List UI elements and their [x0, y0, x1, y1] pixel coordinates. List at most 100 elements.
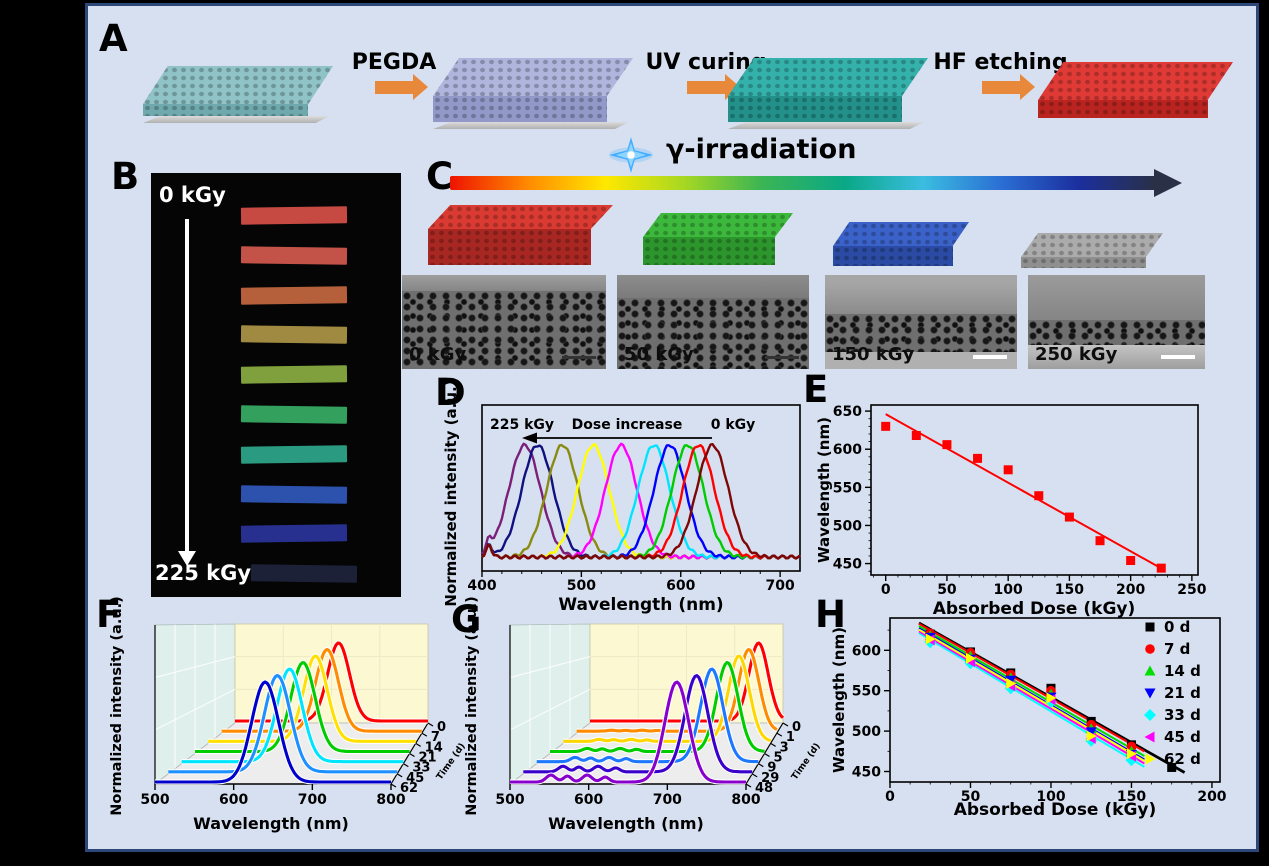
chart-text: 150 — [1055, 582, 1084, 598]
chart-text: Wavelength (nm) — [558, 595, 723, 615]
chart-text: 700 — [298, 792, 327, 808]
data-point — [1144, 665, 1156, 676]
data-point — [1145, 753, 1156, 765]
chart-text: 100 — [1036, 789, 1065, 805]
sample-strip — [240, 445, 348, 464]
chart-text: 45 d — [1164, 728, 1201, 746]
plot-frame — [870, 404, 1199, 576]
structure-front-face — [428, 229, 591, 265]
sem-image-250kgy: 250 kGy — [1028, 275, 1205, 369]
chart-text: 62 d — [1164, 750, 1201, 768]
chart-text: 33 d — [1164, 706, 1201, 724]
sem-surface-layer — [1028, 275, 1205, 321]
panel-c-label: C — [426, 155, 454, 198]
data-point — [1046, 692, 1057, 704]
panel-f-label: F — [96, 593, 122, 636]
sem-dose-label: 150 kGy — [832, 344, 915, 365]
data-point — [1034, 491, 1044, 501]
sem-dose-label: 50 kGy — [624, 344, 694, 365]
sem-surface-layer — [617, 275, 809, 298]
sem-surface-layer — [402, 275, 606, 291]
chart-text: 0 — [885, 789, 895, 805]
waterfall-curve — [208, 654, 416, 743]
slab-top-face — [433, 58, 633, 96]
waterfall-curve — [181, 667, 404, 764]
sem-scale-bar — [765, 356, 799, 359]
chart-text: 500 — [833, 518, 862, 534]
chart-text: 0 d — [1164, 618, 1190, 636]
sample-strip — [240, 285, 348, 305]
process-step-hf-etching: HF etching — [933, 50, 1068, 100]
chart-text: 700 — [653, 792, 682, 808]
chart-text: 14 — [425, 740, 443, 755]
data-point — [1145, 644, 1155, 654]
data-point — [1126, 748, 1137, 760]
chart-text: Normalized intensity (a.u.) — [464, 596, 480, 816]
spectra-chart: 400 500 600 700 225 kGy Dose increase 0 kGy Wav… — [442, 379, 801, 615]
sample-strip — [240, 325, 348, 345]
waterfall-curve — [155, 680, 391, 784]
data-point — [1085, 727, 1097, 738]
sem-dose-label: 250 kGy — [1035, 344, 1118, 365]
process-step-label: PEGDA — [351, 50, 437, 75]
waterfall-curve — [168, 673, 398, 774]
sem-scale-bar — [973, 355, 1007, 359]
chart-text: 800 — [731, 792, 760, 808]
chart-text: 150 — [1117, 789, 1146, 805]
chart-text: 100 — [994, 582, 1023, 598]
chart-text: 1 — [786, 730, 795, 745]
panel-d-label: D — [435, 371, 466, 414]
structure-model-green — [643, 213, 793, 265]
data-point — [1126, 556, 1136, 566]
slab-pegda-infiltrated — [433, 58, 633, 129]
chart-text: 700 — [766, 578, 795, 594]
plot-frame — [889, 617, 1221, 783]
chart-text: 62 — [400, 781, 418, 796]
structure-top-face — [428, 205, 613, 229]
slab-uv-cured — [728, 58, 928, 129]
process-arrow-icon — [981, 74, 1035, 100]
slab-front-face — [433, 96, 607, 122]
chart-text: Time (d) — [790, 742, 823, 783]
stability-chart: 0 50 100 150 200 450 500 550 600 0 d 7 d 14 d 21 d 33… — [830, 617, 1227, 820]
chart-text: 33 — [412, 761, 430, 776]
chart-text: 45 — [406, 771, 424, 786]
chart-text: 500 — [495, 792, 524, 808]
fit-line — [885, 413, 1166, 572]
sem-porous-region — [1028, 320, 1205, 345]
chart-text: Normalized intensity (a.u.) — [442, 379, 460, 606]
data-point — [1003, 465, 1013, 475]
data-point — [911, 430, 921, 440]
chart-text: 200 — [1116, 582, 1145, 598]
chart-text: 48 — [755, 781, 773, 796]
chart-text: 7 d — [1164, 640, 1190, 658]
structure-top-face — [643, 213, 793, 237]
fit-line — [918, 628, 1145, 762]
data-point — [1167, 762, 1177, 772]
chart-text: 14 d — [1164, 662, 1201, 680]
waterfall-curve — [195, 661, 410, 754]
chart-text: 600 — [219, 792, 248, 808]
chart-text: 21 — [419, 751, 437, 766]
waterfall-curve — [563, 654, 772, 743]
waterfall-curve — [523, 674, 753, 774]
gamma-flash-icon — [609, 136, 653, 174]
structure-model-blue — [833, 222, 969, 266]
panel-a-label: A — [99, 17, 128, 60]
dose-decrease-arrow — [522, 432, 537, 444]
slab-top-face — [143, 66, 333, 104]
structure-model-red — [428, 205, 613, 265]
chart-text: 0 — [437, 720, 446, 735]
chart-text: 0 — [792, 720, 801, 735]
fit-line — [918, 632, 1145, 768]
fit-line — [918, 630, 1145, 765]
chart-text: Wavelength (nm) — [193, 814, 349, 833]
data-point — [881, 421, 891, 431]
data-point — [1086, 730, 1097, 742]
chart-text: Wavelength (nm) — [830, 627, 848, 773]
data-point — [1006, 677, 1017, 689]
process-arrow-icon — [687, 74, 740, 100]
slab-front-face — [728, 96, 902, 122]
sample-strip — [240, 246, 348, 265]
